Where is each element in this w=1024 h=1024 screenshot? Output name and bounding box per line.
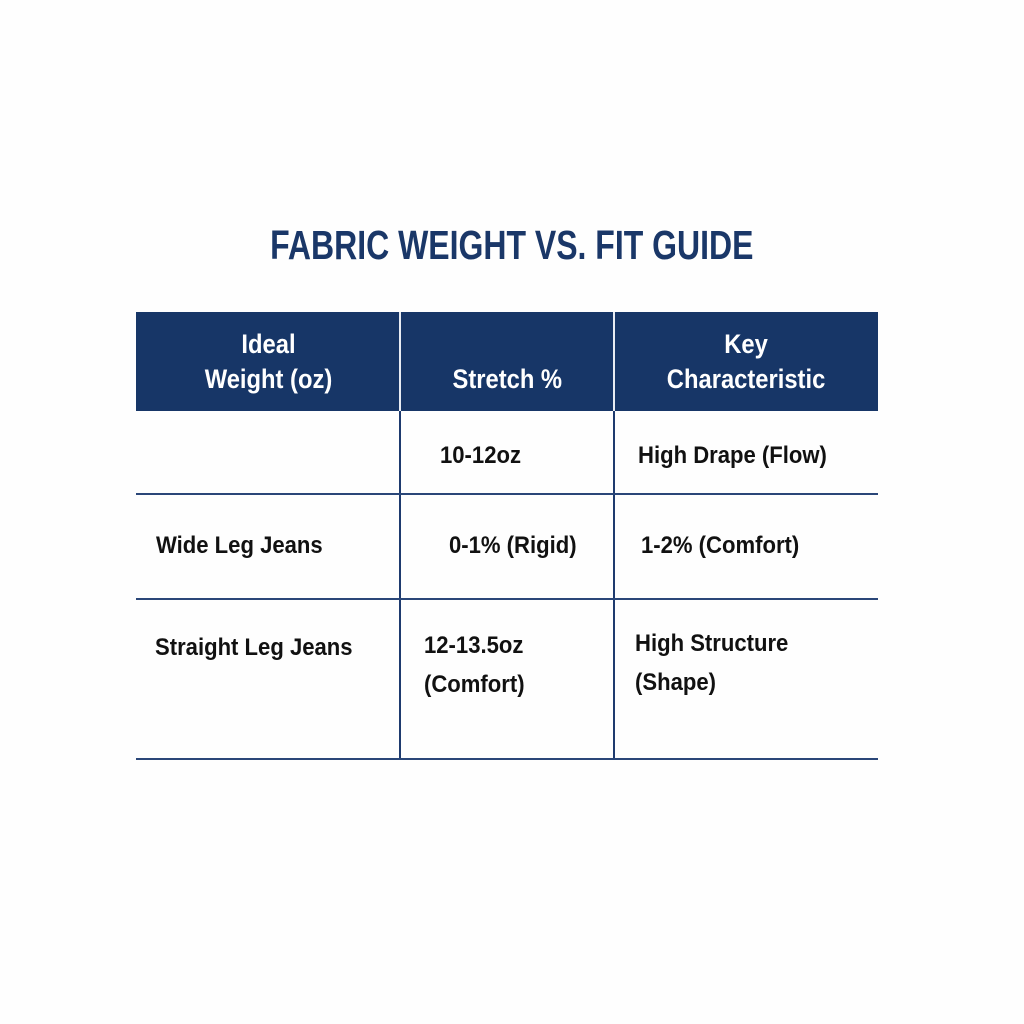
table-cell: Wide Leg Jeans <box>156 526 337 565</box>
header-divider <box>399 312 401 411</box>
page-title: FABRIC WEIGHT VS. FIT GUIDE <box>0 222 1024 269</box>
row-divider <box>136 493 878 495</box>
cell-text: 12-13.5oz (Comfort) <box>424 632 525 698</box>
header-key-characteristic: Key Characteristic <box>614 312 878 411</box>
row-divider <box>136 758 878 760</box>
title-text: FABRIC WEIGHT VS. FIT GUIDE <box>270 222 754 268</box>
table-cell: High Structure (Shape) <box>635 624 802 702</box>
header-stretch: Stretch % <box>400 312 614 411</box>
header-ideal-weight: Ideal Weight (oz) <box>136 312 400 411</box>
cell-text: 10-12oz <box>440 442 522 469</box>
cell-text: High Drape (Flow) <box>638 442 827 469</box>
cell-text: High Structure (Shape) <box>635 630 789 696</box>
table-cell: 12-13.5oz (Comfort) <box>424 626 533 704</box>
table-cell: High Drape (Flow) <box>638 436 843 475</box>
table-cell: 10-12oz <box>440 436 528 475</box>
table-cell: Straight Leg Jeans <box>155 628 370 667</box>
header-label: Key Characteristic <box>666 328 826 394</box>
header-divider <box>613 312 615 411</box>
header-label: Stretch % <box>452 364 562 394</box>
column-divider <box>399 411 401 760</box>
table-cell: 0-1% (Rigid) <box>449 526 588 565</box>
row-divider <box>136 598 878 600</box>
cell-text: 0-1% (Rigid) <box>449 532 577 559</box>
cell-text: Wide Leg Jeans <box>156 532 323 559</box>
cell-text: Straight Leg Jeans <box>155 634 353 661</box>
column-divider <box>613 411 615 760</box>
cell-text: 1-2% (Comfort) <box>641 532 800 559</box>
header-label: Ideal Weight (oz) <box>204 328 332 394</box>
table-cell: 1-2% (Comfort) <box>641 526 813 565</box>
